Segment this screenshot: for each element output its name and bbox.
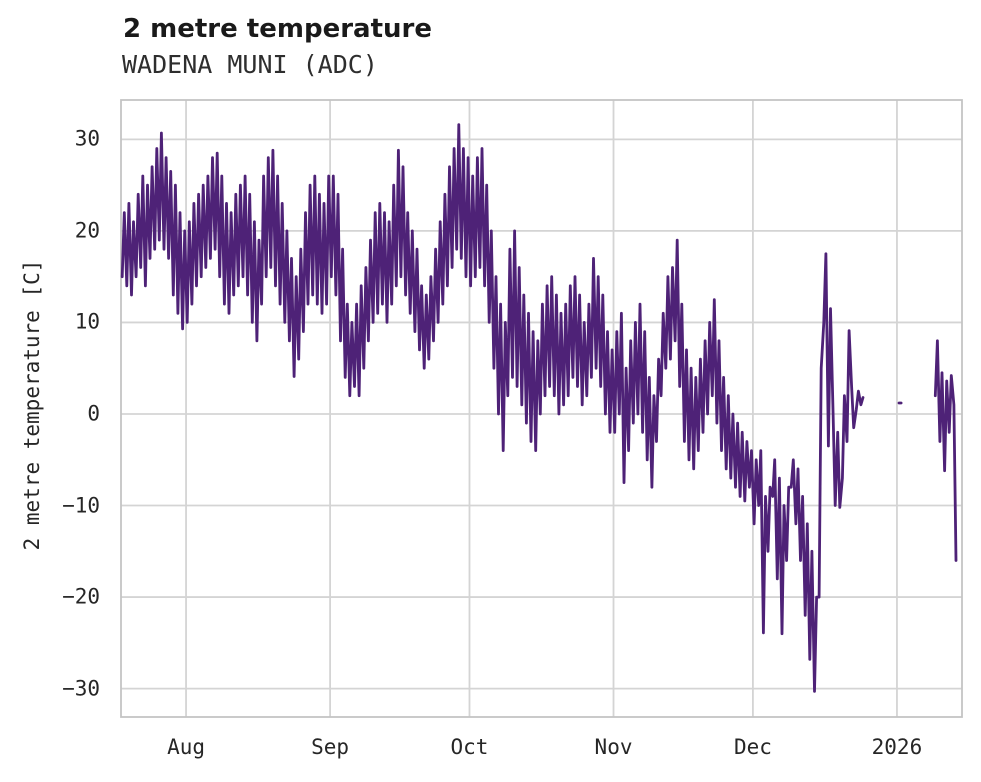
x-tick-label: Oct: [450, 735, 489, 759]
y-tick-label: −10: [62, 493, 100, 518]
y-tick-label: 0: [87, 401, 100, 426]
temperature-line: [120, 123, 958, 693]
plot-border: [120, 99, 963, 718]
y-tick-label: 20: [74, 218, 100, 243]
y-tick-label: 30: [74, 126, 100, 151]
x-tick-label: Aug: [167, 735, 206, 759]
x-tick-label: Dec: [733, 735, 772, 759]
chart-title: 2 metre temperature: [123, 14, 432, 44]
x-tick-label: 2026: [871, 735, 923, 759]
chart-subtitle: WADENA MUNI (ADC): [122, 50, 378, 79]
x-tick-label: Nov: [594, 735, 633, 759]
x-tick-label: Sep: [311, 735, 350, 759]
y-tick-label: 10: [74, 309, 100, 334]
y-tick-label: −30: [62, 676, 100, 701]
y-tick-label: −20: [62, 584, 100, 609]
